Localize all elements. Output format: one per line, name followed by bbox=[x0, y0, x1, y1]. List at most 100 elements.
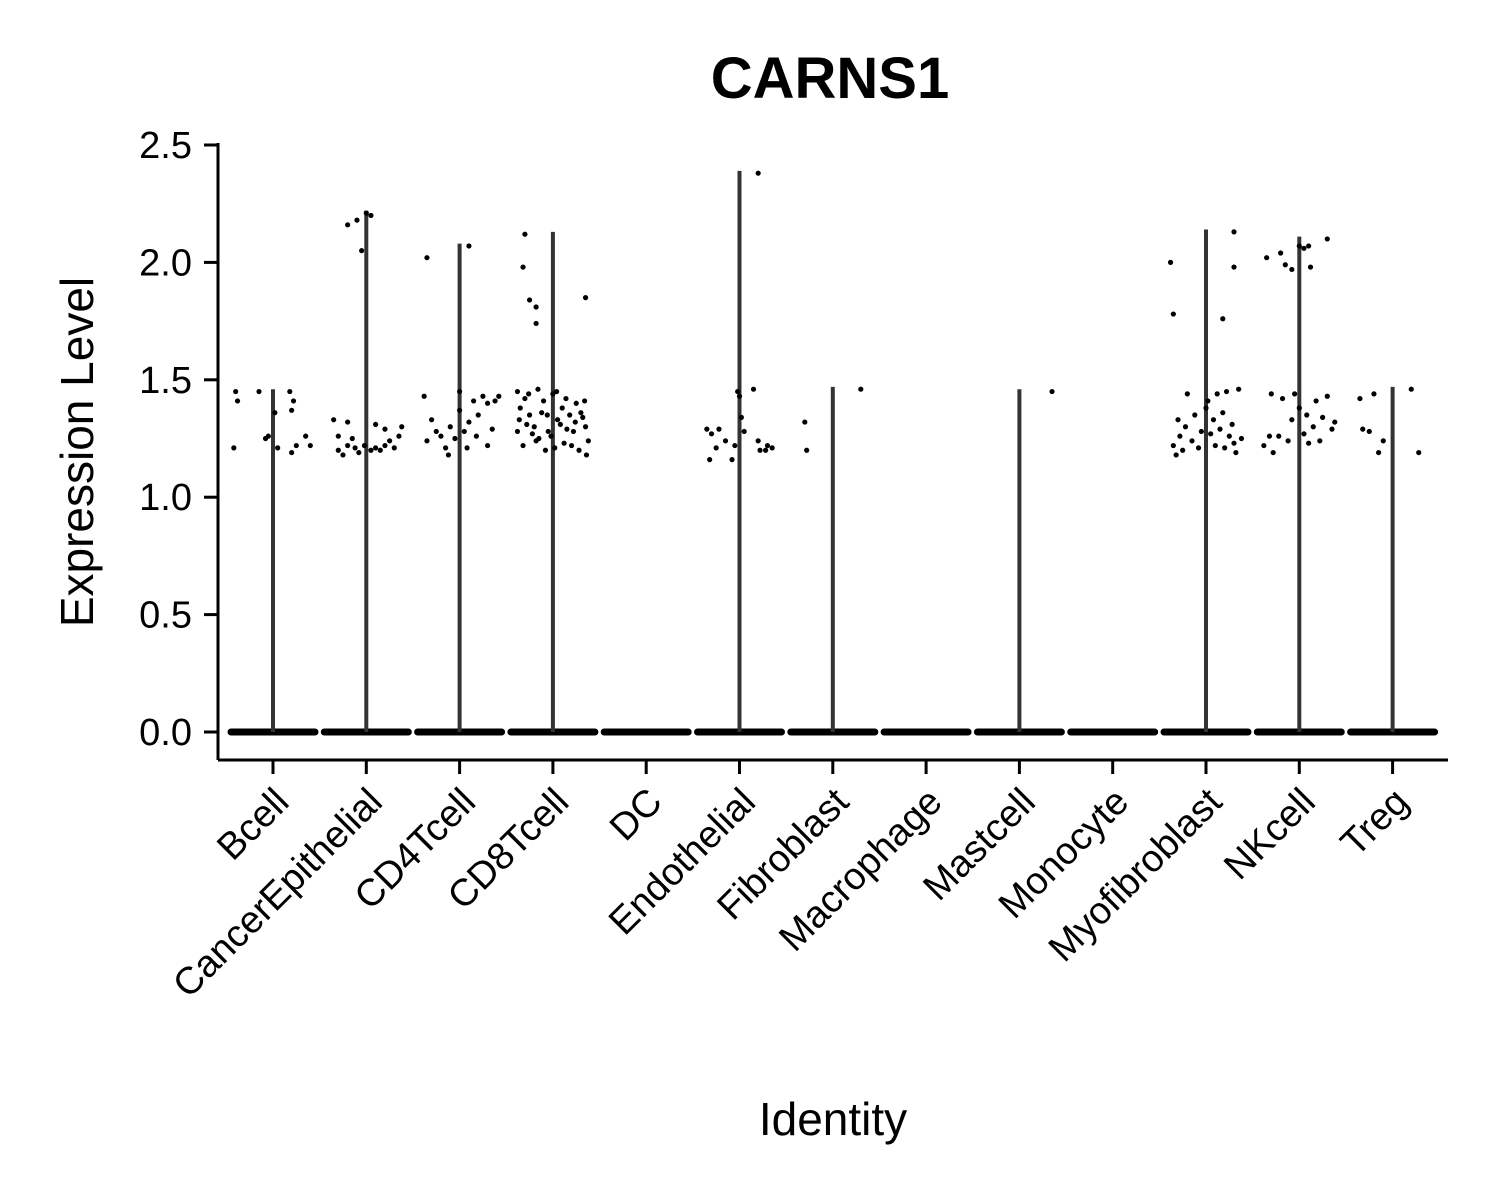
data-point bbox=[548, 433, 554, 439]
data-point bbox=[1205, 398, 1211, 404]
data-point bbox=[524, 421, 530, 428]
data-point bbox=[563, 395, 569, 402]
data-point bbox=[582, 424, 589, 430]
data-point bbox=[480, 393, 486, 399]
data-point bbox=[533, 438, 539, 444]
data-point bbox=[359, 248, 365, 254]
data-point bbox=[1173, 452, 1179, 458]
x-axis-label: Identity bbox=[759, 1093, 907, 1145]
data-point bbox=[1276, 433, 1282, 439]
data-point bbox=[1222, 445, 1228, 451]
data-point bbox=[763, 447, 769, 453]
data-point bbox=[1279, 395, 1286, 402]
data-point bbox=[582, 295, 589, 301]
data-point bbox=[1324, 236, 1330, 242]
data-point bbox=[561, 440, 567, 446]
data-point bbox=[1217, 426, 1223, 432]
data-point bbox=[1376, 449, 1382, 456]
data-point bbox=[1226, 433, 1232, 439]
data-point bbox=[552, 445, 558, 451]
data-point bbox=[520, 264, 526, 270]
data-point bbox=[585, 438, 591, 444]
data-point bbox=[290, 398, 297, 404]
x-tick-label: DC bbox=[602, 781, 671, 850]
chart-title: CARNS1 bbox=[711, 46, 950, 111]
data-point bbox=[738, 414, 744, 420]
data-point bbox=[1324, 393, 1330, 399]
data-point bbox=[233, 388, 239, 395]
data-point bbox=[567, 412, 573, 418]
data-point bbox=[529, 431, 535, 437]
data-point bbox=[1289, 266, 1295, 273]
data-point bbox=[373, 445, 379, 451]
data-point bbox=[262, 435, 269, 442]
data-point bbox=[1175, 417, 1181, 423]
data-point bbox=[540, 398, 547, 404]
data-point bbox=[399, 424, 405, 430]
data-point bbox=[234, 398, 241, 404]
data-point bbox=[1408, 386, 1414, 392]
data-point bbox=[517, 405, 523, 411]
data-point bbox=[1266, 433, 1273, 439]
data-point bbox=[750, 386, 757, 392]
data-point bbox=[1210, 417, 1217, 423]
data-point bbox=[345, 442, 351, 449]
data-point bbox=[331, 417, 337, 423]
data-point bbox=[755, 438, 761, 444]
data-point bbox=[1264, 255, 1270, 261]
data-point bbox=[713, 445, 719, 451]
data-point bbox=[1332, 419, 1338, 425]
data-point bbox=[1292, 391, 1298, 397]
data-point bbox=[287, 388, 293, 395]
data-point bbox=[438, 433, 444, 439]
data-point bbox=[755, 170, 761, 176]
data-point bbox=[1366, 428, 1372, 435]
data-point bbox=[475, 412, 481, 418]
data-point bbox=[1301, 245, 1307, 251]
data-point bbox=[466, 243, 472, 249]
data-point bbox=[457, 388, 463, 395]
data-point bbox=[542, 447, 549, 453]
data-point bbox=[345, 222, 351, 228]
data-point bbox=[256, 388, 262, 395]
data-point bbox=[1296, 243, 1302, 249]
data-point bbox=[307, 442, 313, 449]
data-point bbox=[1306, 440, 1312, 446]
data-point bbox=[568, 442, 575, 449]
data-point bbox=[722, 438, 729, 444]
data-point bbox=[858, 386, 864, 392]
data-point bbox=[377, 447, 383, 453]
data-point bbox=[1360, 426, 1366, 432]
x-tick-label: Bcell bbox=[209, 781, 297, 869]
data-point bbox=[557, 421, 563, 428]
data-point bbox=[539, 410, 545, 416]
data-point bbox=[391, 445, 397, 451]
data-point bbox=[335, 447, 341, 453]
data-point bbox=[526, 412, 533, 418]
data-point bbox=[1261, 442, 1267, 449]
data-point bbox=[1192, 412, 1198, 418]
data-point bbox=[424, 255, 430, 261]
data-point bbox=[1049, 388, 1055, 395]
data-point bbox=[272, 410, 278, 416]
data-point bbox=[349, 435, 355, 442]
data-point bbox=[559, 405, 565, 411]
data-point bbox=[1416, 449, 1422, 456]
data-point bbox=[457, 407, 463, 413]
data-point bbox=[421, 393, 427, 399]
data-point bbox=[363, 210, 369, 216]
data-point bbox=[1236, 386, 1242, 392]
data-point bbox=[757, 447, 763, 453]
data-point bbox=[735, 388, 741, 395]
x-tick-label: NKcell bbox=[1216, 781, 1323, 888]
data-point bbox=[741, 428, 747, 435]
data-point bbox=[1306, 243, 1312, 249]
data-point bbox=[522, 231, 528, 237]
data-point bbox=[578, 410, 584, 416]
data-point bbox=[1357, 395, 1363, 402]
data-point bbox=[340, 452, 346, 458]
data-point bbox=[522, 395, 528, 402]
data-point bbox=[1208, 431, 1214, 437]
data-point bbox=[1231, 264, 1237, 270]
data-point bbox=[708, 431, 715, 437]
